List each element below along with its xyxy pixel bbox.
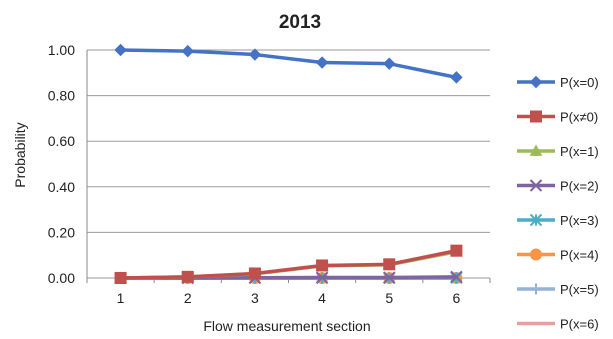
legend-item: P(x≠0) <box>517 110 598 125</box>
legend-item: P(x=2) <box>517 179 599 194</box>
data-point <box>181 44 194 58</box>
legend-item: P(x=6) <box>517 317 599 332</box>
y-tick-label: 0.00 <box>48 270 75 286</box>
legend-marker <box>530 110 542 123</box>
data-point <box>450 244 463 257</box>
chart-title: 2013 <box>279 12 321 33</box>
data-point <box>315 271 329 284</box>
legend-label: P(x≠0) <box>560 110 598 125</box>
data-point <box>383 57 396 70</box>
data-point <box>114 43 127 57</box>
x-tick-label: 6 <box>453 290 461 306</box>
x-tick-label: 5 <box>385 290 393 306</box>
legend-label: P(x=0) <box>560 75 599 90</box>
series-line <box>120 250 457 280</box>
legend-marker <box>530 283 542 295</box>
y-axis-title: Probability <box>12 122 28 187</box>
legend-label: P(x=4) <box>560 248 599 263</box>
y-tick-label: 0.80 <box>48 88 75 104</box>
legend-item: P(x=4) <box>517 248 599 263</box>
data-point <box>114 272 127 284</box>
legend-label: P(x=6) <box>560 317 599 332</box>
legend-label: P(x=2) <box>560 179 599 194</box>
data-point <box>181 270 194 283</box>
legend-marker <box>529 144 543 156</box>
legend-item: P(x=0) <box>517 75 599 90</box>
data-point <box>248 267 261 280</box>
data-point <box>450 270 463 284</box>
x-tick-label: 4 <box>318 290 326 306</box>
gridlines <box>87 49 490 279</box>
series-1 <box>114 244 463 284</box>
y-tick-label: 0.40 <box>48 179 75 195</box>
x-tick-label: 3 <box>251 290 259 306</box>
axes: 0.00 0.20 0.40 0.60 0.80 1.00 1 2 3 4 5 6 <box>48 42 491 306</box>
data-point <box>383 271 396 284</box>
series-layer <box>114 43 463 285</box>
data-point <box>450 71 463 84</box>
y-tick-label: 0.20 <box>48 224 75 240</box>
legend-item: P(x=1) <box>517 144 599 159</box>
data-point <box>383 258 396 271</box>
series-0 <box>114 43 463 84</box>
y-tick-label: 0.60 <box>48 133 75 149</box>
legend-marker <box>530 248 542 261</box>
y-tick-label: 1.00 <box>48 42 75 58</box>
legend-label: P(x=5) <box>560 282 599 297</box>
data-point <box>315 56 329 69</box>
series-line <box>120 48 457 80</box>
legend-marker <box>529 75 543 89</box>
legend: P(x=0) P(x≠0) P(x=1) P(x=2) P(x=3) P(x=4) P(x=… <box>517 75 599 332</box>
x-tick-label: 1 <box>117 290 125 306</box>
series-line <box>120 248 457 280</box>
legend-item: P(x=3) <box>517 213 599 228</box>
x-axis-title: Flow measurement section <box>203 318 370 334</box>
legend-marker <box>529 213 543 227</box>
legend-label: P(x=3) <box>560 213 599 228</box>
legend-item: P(x=5) <box>517 282 599 297</box>
x-tick-label: 2 <box>184 290 192 306</box>
data-point <box>316 259 329 272</box>
data-point <box>248 48 262 61</box>
legend-label: P(x=1) <box>560 144 599 159</box>
legend-marker <box>529 179 543 192</box>
